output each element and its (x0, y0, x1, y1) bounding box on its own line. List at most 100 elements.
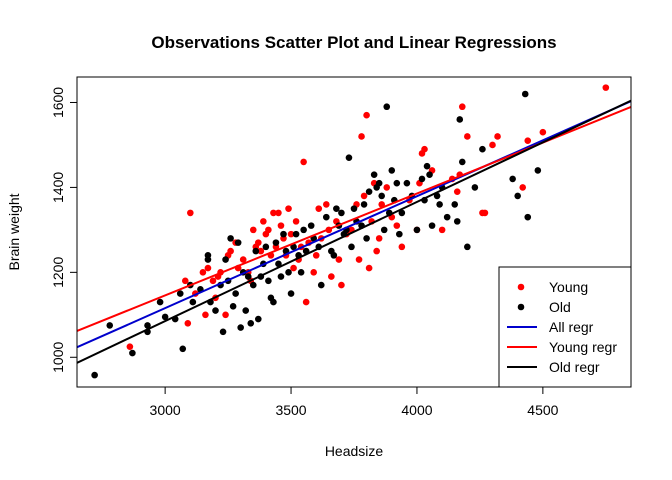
legend-label-young-regr: Young regr (549, 339, 617, 355)
data-point-old-95 (443, 213, 451, 221)
data-point-young-88 (539, 128, 547, 136)
x-axis-label: Headsize (325, 443, 384, 459)
data-point-old-96 (451, 201, 459, 208)
data-point-old-97 (453, 218, 461, 225)
data-point-young-43 (310, 269, 318, 276)
data-point-old-66 (350, 205, 358, 212)
data-point-old-0 (91, 371, 98, 379)
data-point-old-71 (365, 188, 373, 195)
y-tick-label-1200: 1200 (50, 257, 66, 288)
data-point-old-107 (534, 167, 542, 174)
x-tick-label-4500: 4500 (527, 402, 558, 418)
data-point-young-66 (383, 184, 391, 191)
x-axis: 3000 3500 4000 4500 (150, 387, 559, 418)
data-point-old-38 (270, 298, 277, 306)
data-point-young-14 (227, 247, 234, 255)
y-tick-label-1600: 1600 (50, 87, 66, 118)
data-point-old-47 (292, 230, 300, 238)
data-point-young-58 (360, 192, 368, 200)
data-point-old-42 (280, 230, 287, 238)
data-point-old-4 (144, 322, 151, 329)
data-point-old-58 (330, 252, 338, 259)
data-point-old-75 (378, 192, 386, 200)
data-point-old-74 (375, 179, 383, 187)
data-point-young-40 (300, 158, 307, 166)
plot-frame (76, 76, 632, 388)
legend-label-young: Young (549, 279, 588, 295)
data-point-old-89 (423, 162, 431, 170)
data-point-old-35 (262, 243, 270, 251)
data-point-old-21 (227, 235, 234, 242)
data-point-old-59 (333, 205, 340, 212)
data-point-old-55 (317, 281, 325, 289)
data-point-young-22 (255, 239, 262, 246)
data-point-young-45 (315, 205, 323, 212)
data-point-old-30 (249, 281, 257, 289)
data-point-old-72 (370, 171, 378, 178)
legend: Young Old All regr Young regr Old regr (498, 266, 632, 388)
data-point-old-23 (232, 290, 239, 297)
data-point-young-64 (375, 235, 383, 242)
data-point-young-56 (355, 256, 363, 263)
data-point-old-2 (129, 349, 136, 357)
data-point-old-1 (106, 322, 114, 329)
data-point-young-8 (209, 277, 217, 285)
data-point-young-60 (365, 264, 373, 272)
data-point-young-86 (519, 184, 527, 191)
y-tick-label-1400: 1400 (50, 172, 66, 203)
data-point-old-16 (212, 307, 219, 314)
data-point-old-22 (229, 303, 237, 310)
data-point-young-0 (126, 343, 134, 350)
data-point-old-29 (247, 320, 255, 327)
data-point-young-89 (602, 84, 610, 91)
data-point-young-84 (489, 141, 496, 149)
legend-label-old-regr: Old regr (549, 359, 600, 375)
data-point-old-82 (396, 230, 403, 238)
data-point-old-46 (290, 243, 297, 251)
data-point-young-26 (265, 226, 272, 234)
data-point-young-78 (453, 188, 461, 195)
data-point-old-14 (204, 252, 212, 259)
data-point-old-86 (413, 226, 421, 234)
legend-marker-old (517, 303, 525, 311)
data-point-young-69 (398, 243, 406, 251)
data-point-old-8 (176, 290, 184, 297)
data-point-young-85 (494, 133, 501, 140)
data-point-old-40 (275, 260, 282, 268)
data-point-young-35 (287, 230, 295, 238)
chart-title: Observations Scatter Plot and Linear Reg… (151, 33, 556, 52)
data-point-young-37 (292, 218, 300, 225)
data-point-old-41 (277, 273, 285, 280)
data-point-old-102 (479, 145, 486, 153)
data-point-young-74 (421, 145, 428, 153)
data-point-young-20 (249, 226, 257, 234)
data-point-young-24 (260, 218, 267, 225)
data-point-young-34 (285, 205, 292, 212)
data-point-young-47 (323, 201, 330, 208)
y-axis: 1000 1200 1400 1600 (50, 87, 77, 373)
data-point-old-69 (360, 201, 368, 208)
data-point-old-18 (219, 328, 227, 336)
data-point-old-28 (244, 273, 252, 280)
legend-label-old: Old (549, 299, 571, 315)
regression-line-all-regr (77, 100, 631, 349)
data-point-young-6 (202, 311, 209, 319)
data-point-old-49 (297, 269, 305, 276)
data-point-young-1 (181, 277, 189, 285)
regression-line-old-regr (77, 99, 631, 364)
data-point-young-76 (438, 226, 446, 234)
data-point-old-104 (514, 192, 521, 200)
data-point-young-3 (184, 320, 192, 327)
data-point-old-70 (363, 235, 370, 242)
data-point-old-105 (521, 90, 529, 98)
x-tick-label-4000: 4000 (401, 402, 432, 418)
data-point-old-103 (509, 175, 516, 183)
data-point-old-44 (285, 269, 292, 276)
data-point-old-101 (471, 184, 479, 191)
data-point-old-99 (458, 158, 466, 166)
data-point-young-41 (302, 298, 310, 306)
data-point-old-24 (234, 239, 242, 246)
data-point-old-77 (383, 103, 391, 111)
x-tick-label-3500: 3500 (275, 402, 306, 418)
